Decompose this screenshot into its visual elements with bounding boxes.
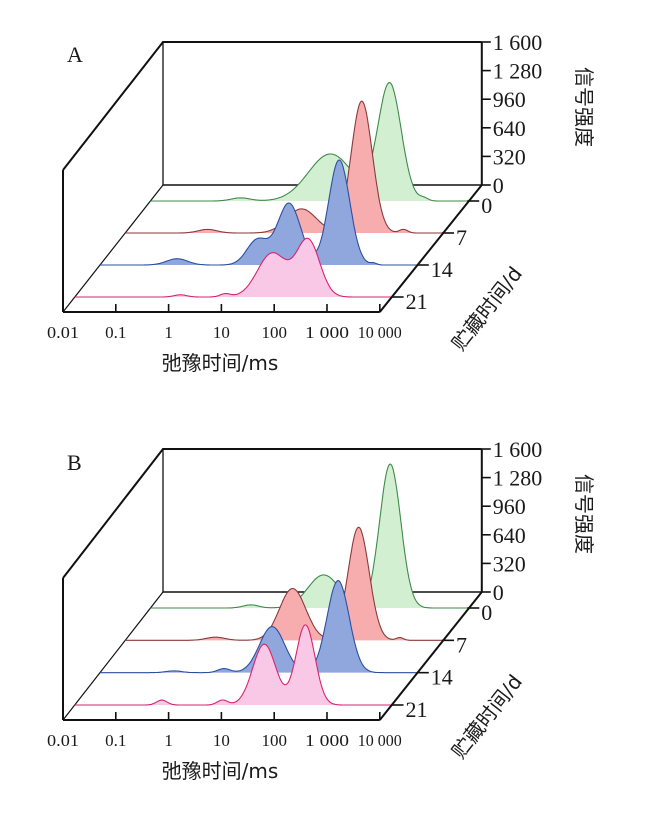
y-tick-label: 1 280 [493,466,543,491]
z-tick-label: 0 [481,193,492,218]
panel-label: B [67,450,82,475]
y-tick-label: 1 600 [493,30,543,55]
x-tick-label: 10 [213,731,230,750]
floor-left-edge [62,591,164,721]
front-axes [62,41,491,313]
series-area-day-0 [150,464,468,608]
z-axis [379,591,483,721]
series-area-day-21 [74,238,392,297]
x-tick-label: 1 [164,323,173,342]
series-area-day-7 [125,527,442,641]
y-tick-label: 0 [493,173,504,198]
x-axis-label: 弛豫时间/ms [162,351,279,375]
series-layer [74,82,468,298]
series-area-day-14 [100,160,417,265]
z-tick-labels: 0 7 14 21 [406,193,493,314]
x-tick-label: 0.1 [105,731,126,750]
series-area-day-0 [150,82,468,201]
y-tick-label: 640 [493,116,526,141]
y-tick-label: 0 [493,580,504,605]
series-line-day-7 [125,526,442,641]
z-tick-label: 21 [406,289,428,314]
x-tick-label: 1 [164,731,173,750]
series-line-day-0 [150,82,468,202]
x-tick-label: 10 000 [358,731,402,750]
series-line-day-0 [150,463,468,609]
z-axis-label: 贮藏时间/d [447,670,527,763]
x-tick-labels: 0.01 0.1 1 10 100 1 000 10 000 [47,323,402,342]
y-tick-label: 1 280 [493,59,543,84]
series-layer [74,463,468,706]
z-tick-label: 7 [456,225,467,250]
y-axis-label: 信号强度 [572,474,596,554]
z-tick-label: 14 [431,257,453,282]
series-line-day-14 [100,159,417,266]
series-line-day-14 [100,580,417,674]
y-tick-labels: 1 600 1 280 960 640 320 0 [493,30,543,198]
x-tick-label: 100 [261,323,287,342]
y-tick-label: 960 [493,494,526,519]
x-tick-label: 10 000 [358,323,402,342]
y-axis-label: 信号强度 [572,67,596,147]
series-area-day-7 [125,101,442,233]
box-top-edge [62,448,482,579]
x-tick-label: 100 [261,731,287,750]
panel-a: A 0.01 0.1 1 10 100 1 000 10 000 1 600 1… [47,30,596,375]
x-tick-label: 0.01 [47,731,79,750]
y-tick-label: 960 [493,87,526,112]
y-tick-label: 320 [493,551,526,576]
x-axis-label: 弛豫时间/ms [162,759,279,783]
x-tick-label: 0.1 [105,323,126,342]
series-line-day-21 [74,237,392,298]
z-tick-label: 0 [481,600,492,625]
series-line-day-21 [74,624,392,706]
box-top-edge [62,41,482,171]
x-tick-label: 0.01 [47,323,79,342]
floor-left-edge [62,184,164,313]
x-tick-label: 1 000 [305,323,349,342]
front-axes [62,448,491,721]
y-tick-label: 640 [493,523,526,548]
z-axis [379,184,483,313]
z-tick-label: 14 [431,665,453,690]
x-tick-label: 1 000 [305,731,349,750]
z-tick-labels: 0 7 14 21 [406,600,493,722]
y-tick-label: 320 [493,144,526,169]
z-tick-label: 21 [406,697,428,722]
z-tick-label: 7 [456,632,467,657]
x-tick-labels: 0.01 0.1 1 10 100 1 000 10 000 [47,731,402,750]
panel-b: B 0.01 0.1 1 10 100 1 000 10 000 1 600 1… [47,437,596,783]
y-tick-labels: 1 600 1 280 960 640 320 0 [493,437,543,605]
z-axis-label: 贮藏时间/d [447,262,527,355]
panel-label: A [67,42,83,67]
x-tick-label: 10 [213,323,230,342]
y-tick-label: 1 600 [493,437,543,462]
series-area-day-14 [100,580,417,673]
